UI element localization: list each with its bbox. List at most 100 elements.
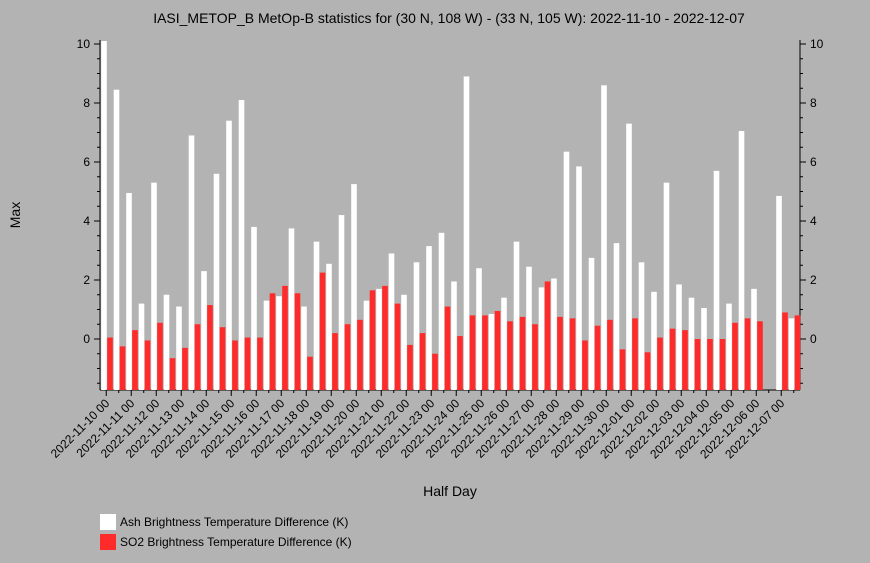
- y-axis-label: Max: [7, 202, 23, 228]
- bar-ash: [538, 287, 545, 390]
- bar-ash: [426, 246, 432, 390]
- y-tick-label-left: 8: [83, 96, 90, 110]
- bar-ash: [163, 294, 170, 390]
- bar-ash: [438, 232, 445, 390]
- bar-so2: [519, 316, 526, 390]
- bar-ash: [113, 89, 120, 390]
- y-tick-label-right: 4: [810, 214, 817, 228]
- bar-so2: [794, 315, 801, 390]
- bar-so2: [257, 337, 263, 390]
- bar-so2: [269, 293, 276, 390]
- bar-ash: [338, 215, 345, 390]
- bar-so2: [169, 358, 176, 390]
- bar-ash: [151, 182, 157, 390]
- bar-ash: [313, 241, 320, 390]
- y-tick-label-left: 10: [77, 37, 91, 51]
- bar-ash: [701, 308, 707, 390]
- bar-ash: [638, 262, 645, 390]
- legend: Ash Brightness Temperature Difference (K…: [100, 512, 352, 552]
- bar-ash: [363, 300, 370, 390]
- bar-ash: [526, 266, 532, 390]
- bar-so2: [469, 315, 476, 390]
- bar-ash: [576, 166, 582, 390]
- bar-ash: [276, 296, 282, 390]
- bar-so2: [619, 349, 626, 390]
- bar-so2: [157, 322, 163, 390]
- bar-so2: [669, 328, 676, 390]
- y-tick-label-left: 6: [83, 155, 90, 169]
- bar-so2: [132, 330, 138, 390]
- bar-so2: [407, 344, 413, 390]
- bar-so2: [344, 324, 351, 390]
- bar-so2: [194, 324, 201, 390]
- bar-ash: [551, 278, 557, 390]
- bar-ash: [613, 243, 620, 390]
- bar-so2: [582, 340, 588, 390]
- y-tick-label-left: 2: [83, 273, 90, 287]
- bar-so2: [432, 353, 438, 390]
- bar-ash: [201, 271, 207, 390]
- bar-ash: [688, 297, 695, 390]
- bar-so2: [607, 319, 613, 390]
- bar-so2: [644, 352, 651, 390]
- bar-so2: [394, 303, 401, 390]
- bar-ash: [788, 318, 795, 390]
- bar-ash: [251, 226, 257, 390]
- bar-so2: [119, 346, 126, 390]
- bar-ash: [476, 268, 482, 390]
- bar-ash: [126, 192, 132, 390]
- bar-so2: [419, 333, 426, 390]
- bar-ash: [176, 306, 182, 390]
- y-tick-label-right: 2: [810, 273, 817, 287]
- bar-so2: [707, 339, 713, 390]
- bar-so2: [332, 333, 338, 390]
- bar-so2: [457, 336, 463, 390]
- bar-so2: [782, 312, 788, 390]
- bar-so2: [532, 324, 538, 390]
- bar-ash: [188, 135, 195, 390]
- y-tick-label-left: 0: [83, 332, 90, 346]
- bar-ash: [451, 281, 457, 390]
- bar-ash: [751, 288, 757, 390]
- bar-so2: [282, 285, 288, 390]
- bar-ash: [513, 241, 520, 390]
- bar-ash: [101, 41, 107, 391]
- legend-label-ash: Ash Brightness Temperature Difference (K…: [120, 515, 349, 529]
- bar-ash: [213, 173, 220, 390]
- legend-label-so2: SO2 Brightness Temperature Difference (K…: [120, 535, 352, 549]
- bar-so2: [682, 330, 688, 390]
- y-tick-label-right: 8: [810, 96, 817, 110]
- bar-so2: [369, 290, 376, 390]
- bar-so2: [719, 339, 726, 390]
- y-tick-label-right: 10: [810, 37, 824, 51]
- bar-ash: [376, 288, 382, 390]
- bar-ash: [288, 228, 295, 390]
- bar-ash: [238, 100, 245, 391]
- bar-ash: [351, 184, 357, 390]
- bar-so2: [207, 305, 213, 390]
- bar-ash: [388, 253, 395, 390]
- bar-so2: [594, 325, 601, 390]
- bar-so2: [244, 337, 251, 390]
- bar-ash: [463, 76, 470, 390]
- bar-ash: [413, 262, 420, 390]
- bar-ash: [713, 170, 720, 390]
- bar-so2: [569, 318, 576, 390]
- y-tick-label-left: 4: [83, 214, 90, 228]
- bar-ash: [601, 85, 607, 391]
- bar-so2: [232, 340, 238, 390]
- bar-so2: [694, 339, 701, 390]
- bar-so2: [632, 318, 638, 390]
- bar-ash: [563, 151, 570, 390]
- y-tick-label-right: 0: [810, 332, 817, 346]
- bar-ash: [626, 123, 632, 391]
- bar-ash: [663, 182, 670, 390]
- bar-so2: [319, 272, 326, 390]
- bar-ash: [651, 291, 657, 390]
- bar-so2: [557, 316, 563, 390]
- legend-item-ash: Ash Brightness Temperature Difference (K…: [100, 512, 352, 532]
- bar-ash: [588, 257, 595, 390]
- bar-ash: [138, 303, 145, 390]
